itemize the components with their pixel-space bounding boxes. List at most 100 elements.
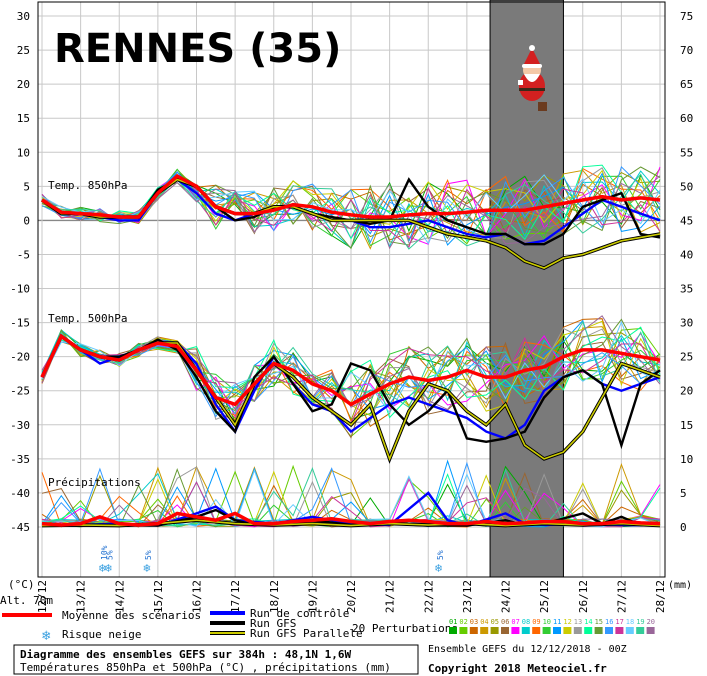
perturbation-number: 13 <box>574 618 582 626</box>
left-tick-label: 30 <box>17 10 30 23</box>
snowflake-icon: ❄ <box>105 561 112 575</box>
perturbation-swatch <box>449 627 457 634</box>
perturbation-number: 03 <box>470 618 478 626</box>
perturbation-line-t850 <box>41 165 661 244</box>
right-tick-label: 10 <box>680 453 693 466</box>
perturbation-swatch <box>646 627 655 634</box>
perturbation-number: 17 <box>615 618 623 626</box>
perturbation-number: 11 <box>553 618 561 626</box>
left-tick-label: 10 <box>17 146 30 159</box>
legend-snow-label: Risque neige <box>62 628 141 641</box>
x-tick-label: 14/12 <box>113 580 126 613</box>
perturbation-swatch <box>480 627 489 634</box>
snow-risk-pct: 5% <box>106 550 115 560</box>
perturbation-swatch <box>469 627 478 634</box>
footer-ensemble-info: Ensemble GEFS du 12/12/2018 - 00Z <box>428 644 627 655</box>
main-series-lines <box>40 173 661 528</box>
left-tick-label: 5 <box>23 180 30 193</box>
left-axis-ticks: 30 25 20 15 10 5 0 -5 -10 -15 -20 -25 -30 -35 -40 -45 <box>10 10 30 534</box>
snowflake-icon: ❄ <box>99 561 106 575</box>
perturbation-swatch <box>615 627 624 634</box>
perturbation-number: 20 <box>647 618 655 626</box>
snowflake-icon: ❄ <box>143 561 150 575</box>
legend-gfs-label: Run GFS <box>250 617 296 630</box>
left-tick-label: -15 <box>10 317 30 330</box>
snow-risk-pct: 5% <box>144 550 153 560</box>
right-tick-label: 70 <box>680 44 693 57</box>
left-tick-label: 25 <box>17 44 30 57</box>
perturbation-number: 02 <box>459 618 467 626</box>
left-tick-label: -5 <box>17 248 30 261</box>
x-tick-label: 26/12 <box>577 580 590 613</box>
x-tick-label: 23/12 <box>461 580 474 613</box>
snowflake-icon: ❄ <box>435 561 442 575</box>
perturbation-swatch <box>490 627 499 634</box>
snow-risk-markers: 10%❄5%❄5%❄5%❄ <box>99 545 445 575</box>
snow-risk-pct: 10% <box>100 545 109 560</box>
perturbation-swatch <box>459 627 468 634</box>
x-tick-label: 25/12 <box>538 580 551 613</box>
perturbation-legend: 01 02 03 04 05 06 07 08 09 10 11 12 13 14 15 16 17 18 19 20 <box>449 618 655 634</box>
perturbation-number: 16 <box>605 618 613 626</box>
x-tick-label: 19/12 <box>306 580 319 613</box>
right-tick-label: 60 <box>680 112 693 125</box>
perturbation-swatch <box>563 627 572 634</box>
left-tick-label: -30 <box>10 419 30 432</box>
perturbation-swatch <box>584 627 593 634</box>
x-axis-ticks: 12/12 13/12 14/12 15/12 16/12 17/12 18/12 19/12… <box>36 580 667 613</box>
footer-box <box>13 644 419 675</box>
x-tick-label: 28/12 <box>654 580 667 613</box>
perturbation-number: 19 <box>636 618 644 626</box>
perturbation-number: 09 <box>532 618 540 626</box>
legend-mean-label: Moyenne des scénarios <box>62 609 201 622</box>
legend-control-label: Run de contrôle <box>250 607 349 620</box>
right-tick-label: 30 <box>680 317 693 330</box>
x-tick-label: 22/12 <box>422 580 435 613</box>
panel-label-500: Temp. 500hPa <box>48 312 127 325</box>
chart-title: RENNES (35) <box>54 26 341 72</box>
perturbation-number: 07 <box>511 618 519 626</box>
perturbation-swatch <box>532 627 541 634</box>
perturbation-swatch <box>511 627 520 634</box>
right-tick-label: 20 <box>680 385 693 398</box>
legend-gfs-parallel-label: Run GFS Parallele <box>250 627 363 640</box>
perturbation-line-t500 <box>41 333 661 423</box>
left-axis-unit: (°C) <box>8 578 35 591</box>
right-tick-label: 50 <box>680 180 693 193</box>
x-tick-label: 24/12 <box>500 580 513 613</box>
perturbation-number: 05 <box>491 618 499 626</box>
right-tick-label: 40 <box>680 248 693 261</box>
perturbation-number: 04 <box>480 618 488 626</box>
footer-diagram-subtitle: Températures 850hPa et 500hPa (°C) , pré… <box>20 661 391 674</box>
x-tick-label: 12/12 <box>36 580 49 613</box>
perturbation-number: 12 <box>563 618 571 626</box>
x-tick-label: 16/12 <box>191 580 204 613</box>
right-tick-label: 0 <box>680 521 687 534</box>
perturbation-swatch <box>594 627 603 634</box>
perturbation-swatch <box>521 627 530 634</box>
right-tick-label: 65 <box>680 78 693 91</box>
santa-claus-icon <box>518 45 547 111</box>
x-tick-label: 27/12 <box>615 580 628 613</box>
left-tick-label: -25 <box>10 385 30 398</box>
left-tick-label: -40 <box>10 487 30 500</box>
panel-label-850: Temp. 850hPa <box>48 179 127 192</box>
perturbation-swatch <box>553 627 561 634</box>
right-tick-label: 5 <box>680 487 687 500</box>
perturbation-number: 06 <box>501 618 509 626</box>
snowflake-icon: ❄ <box>42 628 51 644</box>
left-tick-label: 15 <box>17 112 30 125</box>
perturbation-number: 01 <box>449 618 457 626</box>
x-tick-label: 15/12 <box>152 580 165 613</box>
footer-diagram-title: Diagramme des ensembles GEFS sur 384h : … <box>20 648 352 661</box>
x-tick-label: 17/12 <box>229 580 242 613</box>
perturbation-number: 15 <box>595 618 603 626</box>
perturbation-swatch <box>542 627 551 634</box>
x-tick-label: 21/12 <box>384 580 397 613</box>
snow-risk-pct: 5% <box>436 550 445 560</box>
perturbation-swatch <box>625 627 634 634</box>
perturbation-swatch <box>573 627 582 634</box>
